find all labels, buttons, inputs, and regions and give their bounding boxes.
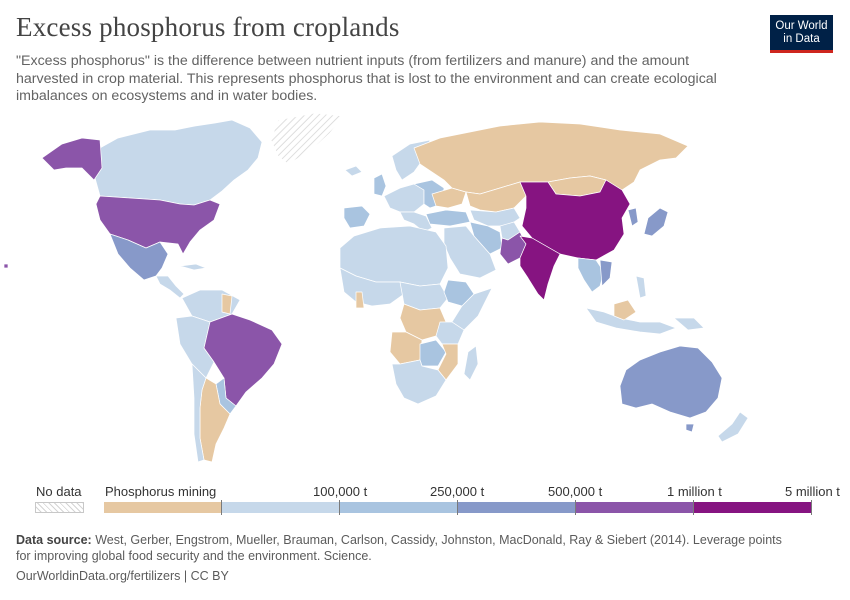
country-guyana[interactable] [221,293,233,315]
country-caribbean[interactable] [179,263,207,271]
map-legend: No data Phosphorus mining 100,000 t 250,… [0,480,850,520]
legend-swatch-bin1[interactable] [222,502,340,513]
data-source-label: Data source: [16,533,92,547]
country-iceland[interactable] [344,165,363,177]
data-source-text: West, Gerber, Engstrom, Mueller, Brauman… [16,533,782,563]
country-madagascar[interactable] [463,345,479,381]
country-southeast-asia[interactable] [577,257,605,293]
country-central-america[interactable] [155,275,185,299]
legend-tick-label: 5 million t [785,484,840,499]
legend-tick-label: 250,000 t [430,484,485,499]
country-spain[interactable] [343,205,371,229]
legend-swatch-mining[interactable] [104,502,222,513]
legend-swatch-bin4[interactable] [576,502,694,513]
country-turkey[interactable] [425,209,471,227]
legend-tick-label: 500,000 t [548,484,603,499]
legend-tick-label: 1 million t [667,484,722,499]
country-borneo[interactable] [613,299,637,321]
country-hawaii[interactable] [3,263,9,269]
legend-tick [339,500,340,515]
country-japan[interactable] [643,207,669,237]
country-chile[interactable] [191,363,207,463]
country-southern-africa[interactable] [391,359,447,405]
country-united-kingdom[interactable] [373,173,387,197]
legend-nodata-swatch[interactable] [35,502,84,513]
legend-swatch-bin3[interactable] [458,502,576,513]
country-korea[interactable] [627,207,639,227]
country-india[interactable] [519,235,561,301]
legend-tick [221,500,222,515]
country-kazakhstan[interactable] [465,181,527,213]
legend-swatch-bin5[interactable] [694,502,812,513]
country-mexico[interactable] [109,233,169,281]
country-papua[interactable] [673,317,705,331]
legend-tick [693,500,694,515]
country-brazil[interactable] [203,313,283,407]
country-middle-east[interactable] [443,225,497,279]
country-australia[interactable] [619,345,723,419]
country-tasmania[interactable] [685,423,695,433]
logo-line-1: Our World [775,20,828,32]
world-map[interactable] [0,108,850,470]
country-philippines[interactable] [635,275,647,299]
legend-nodata-label: No data [36,484,82,499]
data-source: Data source: West, Gerber, Engstrom, Mue… [16,532,796,564]
legend-tick [575,500,576,515]
country-alaska[interactable] [41,137,103,181]
country-western-europe[interactable] [383,183,425,213]
country-ghana[interactable] [355,291,365,309]
logo-line-2: in Data [783,33,820,45]
country-new-zealand[interactable] [717,411,749,443]
country-china[interactable] [519,179,631,261]
country-greenland[interactable] [270,112,344,165]
chart-subtitle: "Excess phosphorus" is the difference be… [16,53,717,104]
owid-logo[interactable]: Our World in Data [770,15,833,53]
legend-tick [457,500,458,515]
legend-mining-label: Phosphorus mining [105,484,217,499]
owid-link[interactable]: OurWorldinData.org/fertilizers | CC BY [16,569,229,583]
chart-title: Excess phosphorus from croplands [16,12,400,42]
legend-tick-label: 100,000 t [313,484,368,499]
country-canada[interactable] [94,119,263,206]
legend-swatch-bin2[interactable] [340,502,458,513]
legend-tick [811,500,812,515]
country-vietnam[interactable] [599,259,613,287]
